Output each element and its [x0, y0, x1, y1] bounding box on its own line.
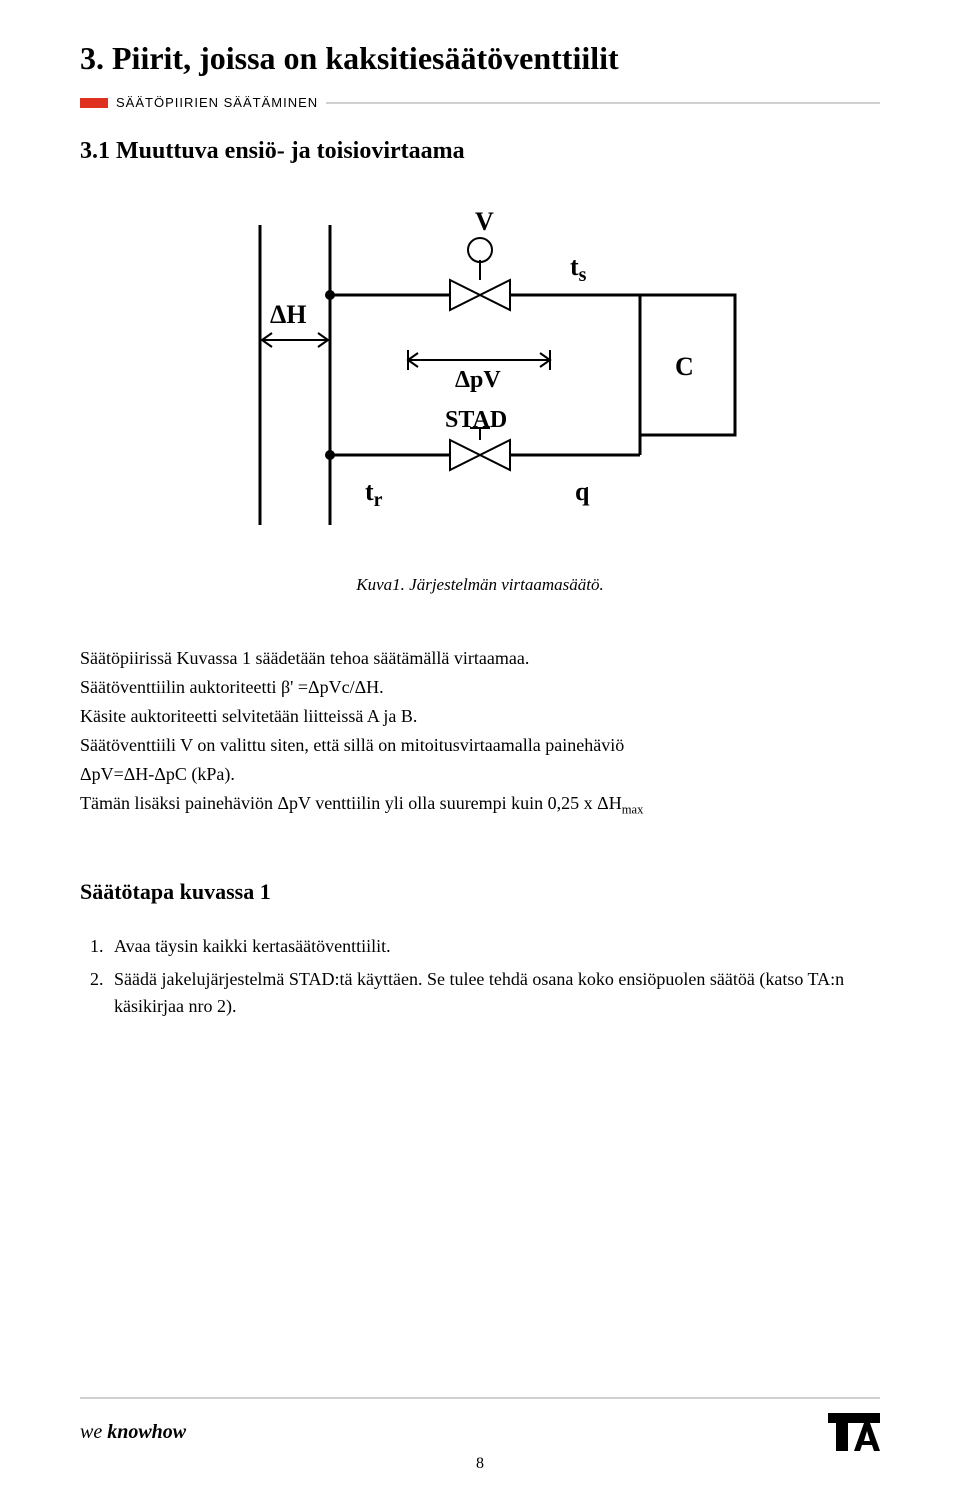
method-title: Säätötapa kuvassa 1 [80, 879, 880, 905]
gray-bar [326, 102, 880, 104]
svg-text:C: C [675, 352, 694, 381]
footer-divider [80, 1397, 880, 1399]
red-bar [80, 98, 108, 108]
para-1: Säätöpiirissä Kuvassa 1 säädetään tehoa … [80, 645, 880, 672]
ta-logo-icon [828, 1413, 880, 1451]
body-text: Säätöpiirissä Kuvassa 1 säädetään tehoa … [80, 645, 880, 819]
step-1: Avaa täysin kaikki kertasäätöventtiilit. [108, 933, 880, 960]
para-3: Käsite auktoriteetti selvitetään liittei… [80, 703, 880, 730]
svg-text:STAD: STAD [445, 407, 507, 433]
svg-text:ΔH: ΔH [270, 300, 307, 329]
svg-text:ts: ts [570, 252, 587, 286]
para-2: Säätöventtiilin auktoriteetti β' =ΔpVc/Δ… [80, 674, 880, 701]
page-footer: we knowhow 8 [80, 1397, 880, 1451]
circuit-diagram: V ts C ΔH ΔpV STAD [80, 205, 880, 545]
section-label-row: SÄÄTÖPIIRIEN SÄÄTÄMINEN [80, 95, 880, 110]
page-number: 8 [476, 1455, 484, 1473]
step-2: Säädä jakelujärjestelmä STAD:tä käyttäen… [108, 966, 880, 1020]
svg-text:V: V [475, 207, 494, 236]
para-6: Tämän lisäksi painehäviön ΔpV venttiilin… [80, 790, 880, 819]
main-title: 3. Piirit, joissa on kaksitiesäätöventti… [80, 40, 880, 77]
subtitle: 3.1 Muuttuva ensiö- ja toisiovirtaama [80, 138, 880, 165]
para-5: ΔpV=ΔH-ΔpC (kPa). [80, 761, 880, 788]
footer-slogan: we knowhow [80, 1421, 186, 1444]
steps-list: Avaa täysin kaikki kertasäätöventtiilit.… [80, 933, 880, 1020]
svg-text:ΔpV: ΔpV [455, 367, 501, 393]
svg-text:q: q [575, 477, 590, 506]
svg-text:tr: tr [365, 477, 383, 511]
figure-caption: Kuva1. Järjestelmän virtaamasäätö. [80, 575, 880, 595]
para-4: Säätöventtiili V on valittu siten, että … [80, 732, 880, 759]
section-label: SÄÄTÖPIIRIEN SÄÄTÄMINEN [116, 95, 318, 110]
